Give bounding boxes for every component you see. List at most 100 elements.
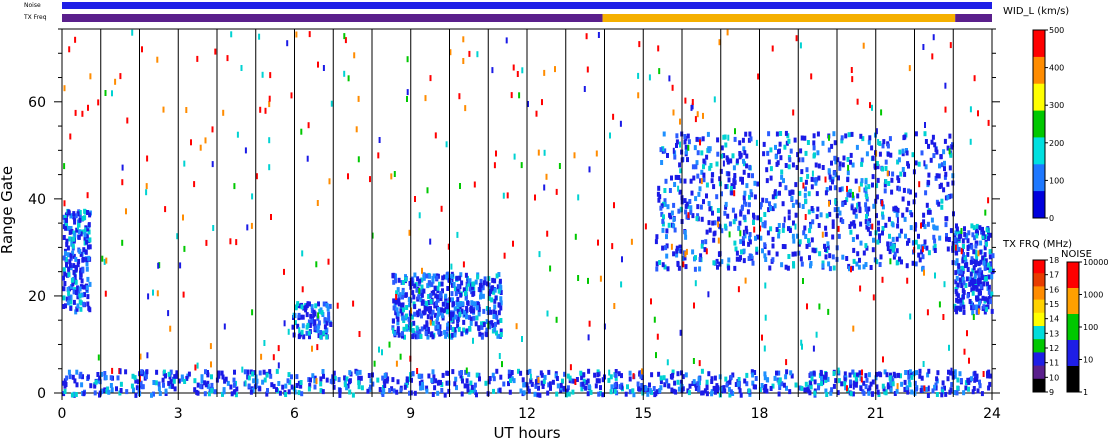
echo-cell <box>425 385 429 391</box>
echo-cell <box>785 140 789 146</box>
echo-cell <box>80 382 84 388</box>
echo-cell <box>269 72 272 79</box>
echo-cell <box>973 279 977 284</box>
echo-cell <box>855 234 859 240</box>
echo-cell <box>408 376 412 382</box>
echo-cell <box>251 193 254 200</box>
echo-cell <box>973 75 976 82</box>
echo-cell <box>637 72 640 79</box>
echo-cell <box>727 257 731 263</box>
echo-cell <box>753 180 757 186</box>
echo-cell <box>884 222 888 228</box>
echo-cell <box>233 183 236 190</box>
echo-cell <box>859 181 863 187</box>
echo-cell <box>367 373 371 378</box>
echo-cell <box>688 199 692 204</box>
echo-cell <box>722 153 726 159</box>
echo-cell <box>458 311 462 317</box>
echo-cell <box>972 304 976 310</box>
echo-cell <box>887 216 891 222</box>
echo-cell <box>882 356 884 363</box>
echo-cell <box>437 329 441 335</box>
echo-cell <box>763 220 767 226</box>
echo-cell <box>581 381 585 387</box>
echo-cell <box>964 259 968 265</box>
echo-cell <box>177 378 181 384</box>
echo-cell <box>742 240 745 246</box>
echo-cell <box>265 391 269 397</box>
echo-cell <box>663 201 667 207</box>
echo-cell <box>456 323 460 329</box>
echo-cell <box>897 178 901 183</box>
echo-cell <box>964 263 967 269</box>
echo-cell <box>860 178 864 184</box>
echo-cell <box>64 256 68 262</box>
echo-cell <box>230 31 233 38</box>
echo-cell <box>766 150 770 156</box>
echo-cell <box>646 391 650 397</box>
echo-cell <box>846 170 850 176</box>
echo-cell <box>984 276 988 282</box>
echo-cell <box>685 214 689 220</box>
echo-cell <box>397 295 401 301</box>
echo-cell <box>81 268 85 274</box>
echo-cell <box>795 165 799 170</box>
echo-cell <box>949 228 953 234</box>
echo-cell <box>301 314 305 320</box>
echo-cell <box>332 384 336 390</box>
echo-cell <box>774 154 778 160</box>
echo-cell <box>88 281 92 287</box>
echo-cell <box>691 164 695 170</box>
echo-cell <box>259 106 262 113</box>
echo-cell <box>834 378 838 384</box>
echo-cell <box>466 383 470 389</box>
colorbar-swatch <box>1067 262 1079 289</box>
echo-cell <box>956 298 960 304</box>
echo-cell <box>841 219 845 224</box>
echo-cell <box>422 288 426 294</box>
echo-cell <box>222 389 226 395</box>
echo-cell <box>479 294 482 300</box>
echo-cell <box>94 379 98 385</box>
echo-cell <box>418 310 422 316</box>
echo-cell <box>588 320 591 327</box>
echo-cell <box>641 368 643 375</box>
echo-cell <box>866 226 870 232</box>
echo-cell <box>395 360 398 367</box>
echo-cell <box>62 235 66 240</box>
echo-cell <box>406 89 409 96</box>
echo-cell <box>64 303 67 309</box>
echo-cell <box>469 316 473 322</box>
echo-cell <box>763 387 767 393</box>
echo-cell <box>741 236 745 242</box>
echo-cell <box>779 131 783 136</box>
echo-cell <box>707 201 711 206</box>
echo-cell <box>206 372 210 378</box>
echo-cell <box>675 252 679 258</box>
echo-cell <box>705 383 709 389</box>
echo-cell <box>751 173 754 179</box>
echo-cell <box>313 378 317 384</box>
echo-cell <box>464 369 468 375</box>
echo-cell <box>501 361 503 368</box>
echo-cell <box>733 190 736 197</box>
echo-cell <box>479 289 483 295</box>
echo-cell <box>954 270 958 276</box>
echo-cell <box>723 388 727 394</box>
echo-cell <box>724 201 728 207</box>
echo-cell <box>731 207 735 213</box>
echo-cell <box>583 86 586 92</box>
echo-cell <box>72 263 76 269</box>
echo-cell <box>965 276 969 282</box>
echo-cell <box>450 263 453 270</box>
echo-cell <box>567 391 571 397</box>
echo-cell <box>701 390 705 396</box>
echo-cell <box>392 388 396 394</box>
echo-cell <box>681 255 685 261</box>
echo-cell <box>126 117 129 124</box>
echo-cell <box>702 164 705 170</box>
echo-cell <box>232 382 236 388</box>
echo-cell <box>799 148 803 154</box>
echo-cell <box>613 388 617 394</box>
echo-cell <box>695 216 699 222</box>
